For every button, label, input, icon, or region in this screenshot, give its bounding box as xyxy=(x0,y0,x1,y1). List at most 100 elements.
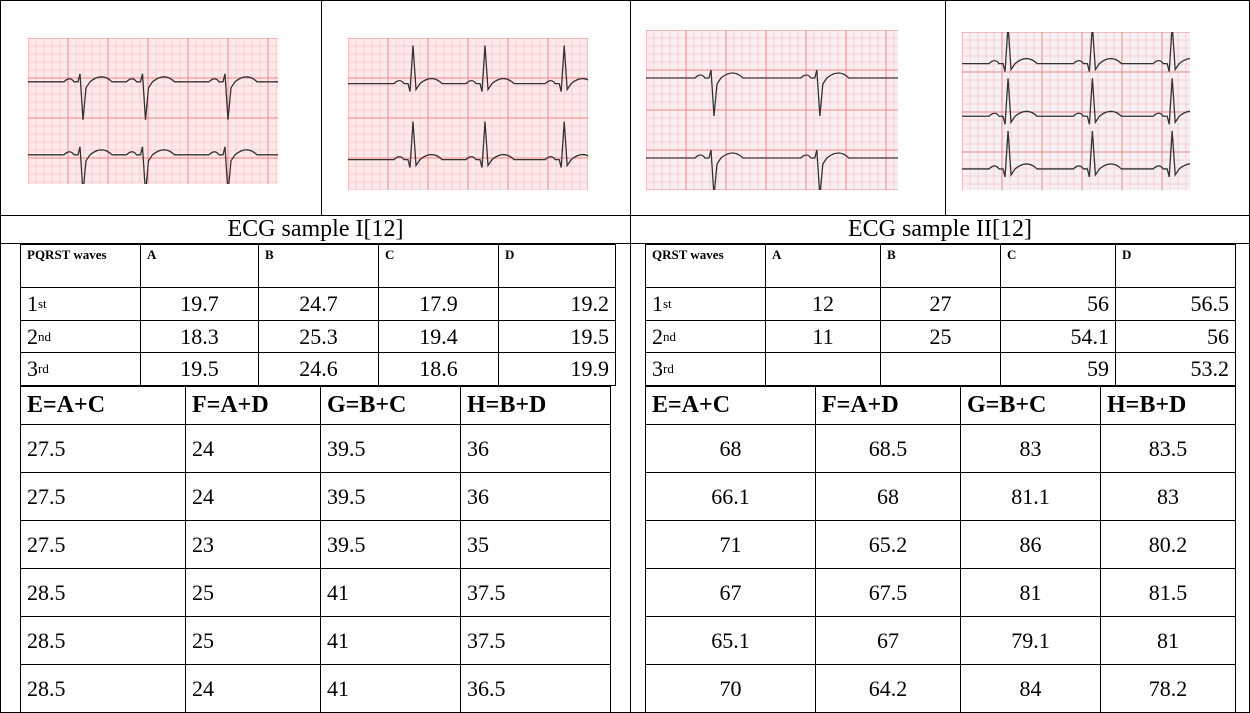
caption: ECG sample II[12] xyxy=(630,215,1250,244)
row-number: 2 xyxy=(652,323,663,349)
table-cell: 54.1 xyxy=(1000,320,1116,353)
table-cell: 27.5 xyxy=(20,424,186,473)
table-cell: 24.6 xyxy=(258,352,379,386)
table-cell: 68 xyxy=(645,424,816,473)
table-cell: 39.5 xyxy=(320,472,461,521)
table-cell: 24 xyxy=(185,424,321,473)
ecg-image xyxy=(28,38,278,184)
ecg-image xyxy=(348,38,588,190)
table-cell: 41 xyxy=(320,616,461,665)
table-cell: 65.1 xyxy=(645,616,816,665)
table-cell: 18.3 xyxy=(140,320,259,353)
table-cell: 19.5 xyxy=(498,320,616,353)
table-cell: 81 xyxy=(960,568,1101,617)
table-cell: 66.1 xyxy=(645,472,816,521)
ecg-image xyxy=(962,32,1190,190)
table-cell: 28.5 xyxy=(20,664,186,713)
table-cell: 36 xyxy=(460,472,611,521)
table-cell: 53.2 xyxy=(1115,352,1236,386)
row-number: 1 xyxy=(27,291,38,316)
header-cell: H=B+D xyxy=(1100,386,1236,425)
header-cell: D xyxy=(1115,244,1236,288)
table-cell: 41 xyxy=(320,568,461,617)
header-cell: A xyxy=(140,244,259,288)
table-cell: 67 xyxy=(645,568,816,617)
header-cell: E=A+C xyxy=(20,386,186,425)
table-cell: 67.5 xyxy=(815,568,961,617)
table-cell: 65.2 xyxy=(815,520,961,569)
table-cell: 39.5 xyxy=(320,520,461,569)
table-cell: 37.5 xyxy=(460,568,611,617)
table-cell: 19.9 xyxy=(498,352,616,386)
table-cell: 23 xyxy=(185,520,321,569)
table-cell: 19.4 xyxy=(378,320,499,353)
table-cell: 25 xyxy=(880,320,1001,353)
ecg-image xyxy=(646,30,898,190)
table-cell: 35 xyxy=(460,520,611,569)
table-cell: 37.5 xyxy=(460,616,611,665)
row-number: 1 xyxy=(652,291,663,316)
table-cell: 41 xyxy=(320,664,461,713)
row-number: 3 xyxy=(27,356,38,381)
table-cell: 56 xyxy=(1115,320,1236,353)
header-cell: G=B+C xyxy=(320,386,461,425)
header-cell: C xyxy=(1000,244,1116,288)
table-cell: 25 xyxy=(185,568,321,617)
table-cell: 11 xyxy=(765,320,881,353)
header-cell: F=A+D xyxy=(185,386,321,425)
table-cell: 83 xyxy=(1100,472,1236,521)
table-cell: 80.2 xyxy=(1100,520,1236,569)
table-cell: 71 xyxy=(645,520,816,569)
table-cell: 18.6 xyxy=(378,352,499,386)
table-cell: 86 xyxy=(960,520,1101,569)
table-cell: 19.2 xyxy=(498,287,616,321)
table-cell: 56.5 xyxy=(1115,287,1236,321)
table-cell: 24 xyxy=(185,664,321,713)
header-cell: PQRST waves xyxy=(20,244,141,288)
header-cell: B xyxy=(880,244,1001,288)
caption: ECG sample I[12] xyxy=(0,215,631,244)
table-cell: 36 xyxy=(460,424,611,473)
header-cell: QRST waves xyxy=(645,244,766,288)
table-cell: 59 xyxy=(1000,352,1116,386)
table-cell: 24 xyxy=(185,472,321,521)
table-cell: 79.1 xyxy=(960,616,1101,665)
table-cell: 70 xyxy=(645,664,816,713)
header-cell: F=A+D xyxy=(815,386,961,425)
table-cell: 68.5 xyxy=(815,424,961,473)
table-cell: 27.5 xyxy=(20,472,186,521)
header-cell: B xyxy=(258,244,379,288)
table-cell xyxy=(765,352,881,386)
table-cell: 36.5 xyxy=(460,664,611,713)
table-cell: 84 xyxy=(960,664,1101,713)
table-cell: 19.7 xyxy=(140,287,259,321)
table-cell: 25.3 xyxy=(258,320,379,353)
row-number: 2 xyxy=(27,323,38,349)
table-cell: 83 xyxy=(960,424,1101,473)
table-cell: 25 xyxy=(185,616,321,665)
table-cell: 81 xyxy=(1100,616,1236,665)
table-cell: 27.5 xyxy=(20,520,186,569)
header-cell: D xyxy=(498,244,616,288)
table-cell xyxy=(880,352,1001,386)
table-cell: 67 xyxy=(815,616,961,665)
table-cell: 28.5 xyxy=(20,568,186,617)
table-cell: 81.1 xyxy=(960,472,1101,521)
table-cell: 64.2 xyxy=(815,664,961,713)
table-cell: 28.5 xyxy=(20,616,186,665)
table-cell: 19.5 xyxy=(140,352,259,386)
header-cell: G=B+C xyxy=(960,386,1101,425)
table-cell: 83.5 xyxy=(1100,424,1236,473)
table-cell: 78.2 xyxy=(1100,664,1236,713)
header-cell: H=B+D xyxy=(460,386,611,425)
header-cell: C xyxy=(378,244,499,288)
table-cell: 56 xyxy=(1000,287,1116,321)
table-cell: 39.5 xyxy=(320,424,461,473)
table-cell: 24.7 xyxy=(258,287,379,321)
table-cell: 68 xyxy=(815,472,961,521)
